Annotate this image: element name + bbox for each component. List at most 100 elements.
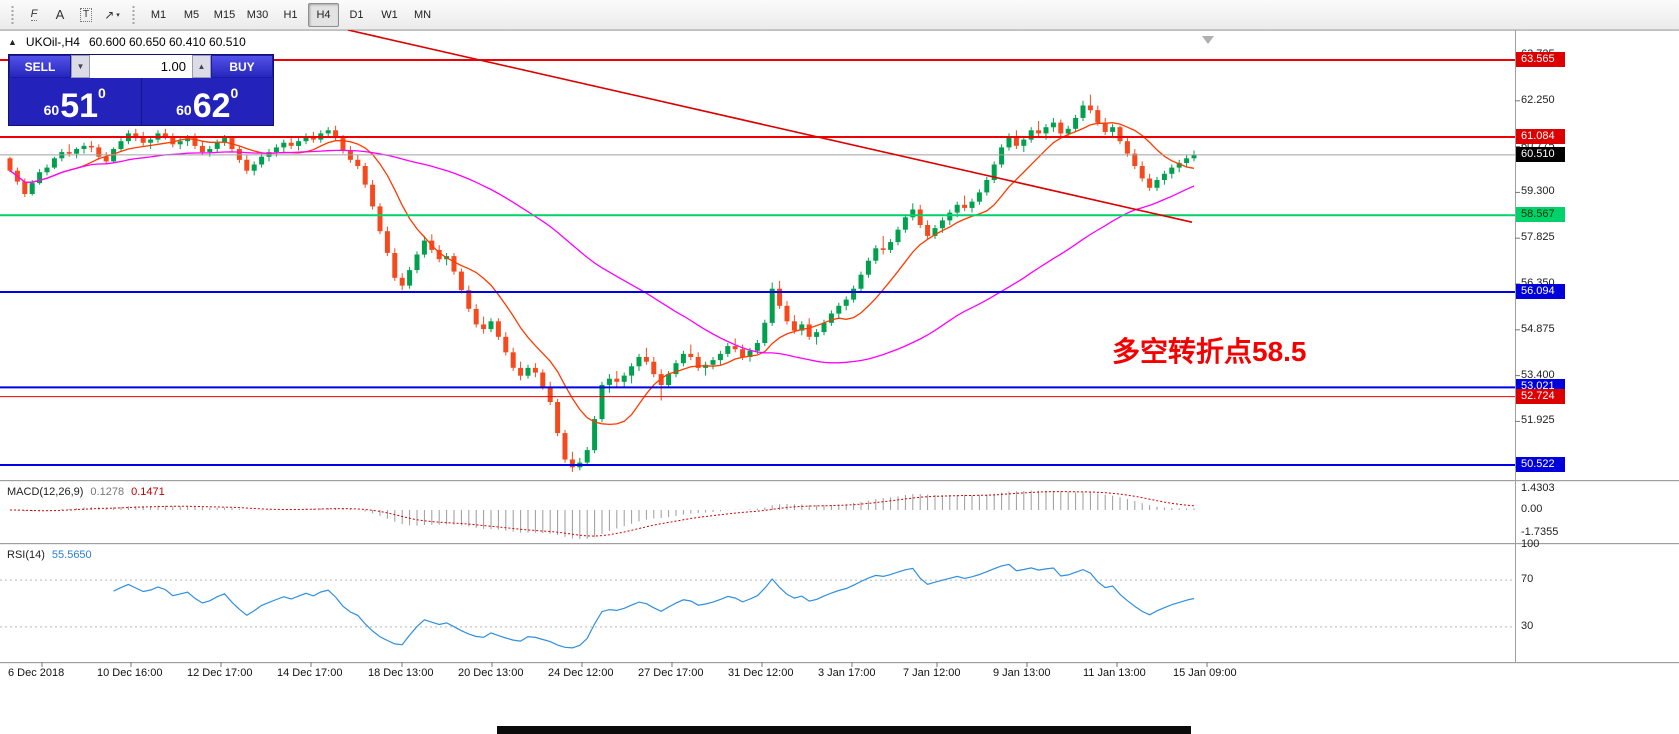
timeframe-button-m5[interactable]: M5 xyxy=(183,8,200,21)
candle-body xyxy=(162,133,168,137)
candle-body xyxy=(658,374,664,385)
chart-ohlc-values: 60.600 60.650 60.410 60.510 xyxy=(88,35,246,49)
candle-body xyxy=(902,217,908,230)
candle-body xyxy=(510,352,516,368)
macd-signal-value: 0.1471 xyxy=(131,486,165,498)
candle-body xyxy=(592,419,598,451)
candle-body xyxy=(436,249,442,260)
candle-body xyxy=(1147,178,1153,188)
candle-body xyxy=(732,346,738,350)
candle-body xyxy=(525,367,531,376)
candle-body xyxy=(370,184,376,207)
volume-input[interactable] xyxy=(90,55,192,78)
candle-body xyxy=(244,159,250,171)
candle-body xyxy=(377,206,383,232)
candle-body xyxy=(1058,122,1064,134)
candle-body xyxy=(310,136,316,140)
candle-body xyxy=(791,321,797,331)
candle-body xyxy=(333,130,339,139)
buy-price-display[interactable]: 60 62 0 xyxy=(140,78,274,125)
timeframe-button-m30[interactable]: M30 xyxy=(246,8,269,21)
candle-body xyxy=(259,156,265,165)
fast-ma-line xyxy=(9,122,1195,426)
candle-body xyxy=(384,231,390,253)
chinese-annotation: 多空转折点58.5 xyxy=(1112,336,1307,367)
candle-body xyxy=(606,378,612,385)
buy-button[interactable]: BUY xyxy=(211,55,273,78)
candle-body xyxy=(769,288,775,323)
text-box-tool-icon: T xyxy=(79,7,93,22)
candle-body xyxy=(1065,128,1071,134)
candle-body xyxy=(407,270,413,286)
candle-body xyxy=(562,433,568,460)
fibonacci-tool-button[interactable]: F xyxy=(21,3,47,27)
candle-body xyxy=(503,336,509,353)
candle-body xyxy=(288,142,294,146)
candle-body xyxy=(999,147,1005,165)
candle-body xyxy=(784,305,790,322)
volume-decrease-button[interactable]: ▼ xyxy=(71,55,90,78)
candle-body xyxy=(680,353,686,364)
candle-body xyxy=(843,299,849,306)
candle-body xyxy=(740,349,746,357)
sell-button[interactable]: SELL xyxy=(9,55,71,78)
timeframe-button-m1[interactable]: M1 xyxy=(150,8,167,21)
candle-body xyxy=(495,321,501,337)
candle-body xyxy=(1043,127,1049,134)
candle-body xyxy=(29,183,35,194)
candle-body xyxy=(392,253,398,278)
toolbar: F A T ↗ ▾ M1 M5 M15 M30 H1 H4 D1 W1 MN xyxy=(0,0,1679,30)
candle-body xyxy=(1102,122,1108,132)
dropdown-caret-icon: ▾ xyxy=(116,11,120,19)
candle-body xyxy=(518,367,524,376)
candle-body xyxy=(1006,136,1012,148)
candle-body xyxy=(880,248,886,250)
toolbar-drag-handle[interactable] xyxy=(131,4,136,25)
candle-body xyxy=(170,136,176,145)
candle-body xyxy=(584,450,590,463)
timeframe-button-w1[interactable]: W1 xyxy=(381,8,398,21)
candle-body xyxy=(1139,166,1145,179)
one-click-trading-panel: SELL ▼ ▲ BUY 60 51 0 60 62 0 xyxy=(8,54,274,126)
candle-body xyxy=(185,138,191,142)
candle-body xyxy=(747,350,753,357)
timeframe-button-h4[interactable]: H4 xyxy=(308,2,339,27)
candle-body xyxy=(910,209,916,218)
candle-body xyxy=(939,220,945,229)
chart-shift-anchor-icon[interactable] xyxy=(1202,36,1214,44)
timeframe-button-h1[interactable]: H1 xyxy=(283,8,298,21)
text-box-tool-button[interactable]: T xyxy=(73,3,99,27)
sell-price-int: 60 xyxy=(43,102,60,118)
price-chart-svg[interactable] xyxy=(0,30,1679,690)
candle-body xyxy=(695,357,701,368)
candle-body xyxy=(895,229,901,243)
rsi-line xyxy=(113,563,1195,649)
descending-trendline[interactable] xyxy=(347,30,1193,223)
candle-body xyxy=(199,145,205,153)
timeframe-button-d1[interactable]: D1 xyxy=(349,8,364,21)
candle-body xyxy=(222,138,228,143)
drawing-tools: F A T ↗ ▾ xyxy=(21,3,125,27)
candle-body xyxy=(466,290,472,309)
candle-body xyxy=(865,260,871,275)
candle-body xyxy=(103,156,109,162)
text-label-tool-icon: A xyxy=(55,7,65,22)
candle-body xyxy=(777,288,783,306)
text-label-tool-button[interactable]: A xyxy=(47,3,73,27)
candle-body xyxy=(1161,173,1167,180)
fibonacci-tool-icon: F xyxy=(30,8,38,21)
volume-increase-button[interactable]: ▲ xyxy=(192,55,211,78)
arrows-tool-button[interactable]: ↗ ▾ xyxy=(99,3,125,27)
collapse-panel-arrow-icon[interactable]: ▲ xyxy=(8,37,17,47)
candle-body xyxy=(96,147,102,157)
macd-signal-line xyxy=(9,491,1195,537)
candle-body xyxy=(725,346,731,354)
sell-price-display[interactable]: 60 51 0 xyxy=(9,78,141,125)
candle-body xyxy=(251,164,257,171)
timeframe-button-mn[interactable]: MN xyxy=(413,8,432,21)
timeframe-button-m15[interactable]: M15 xyxy=(213,8,236,21)
candle-body xyxy=(1154,180,1160,188)
candle-body xyxy=(399,277,405,286)
toolbar-drag-handle[interactable] xyxy=(10,4,15,25)
candle-body xyxy=(1036,130,1042,134)
